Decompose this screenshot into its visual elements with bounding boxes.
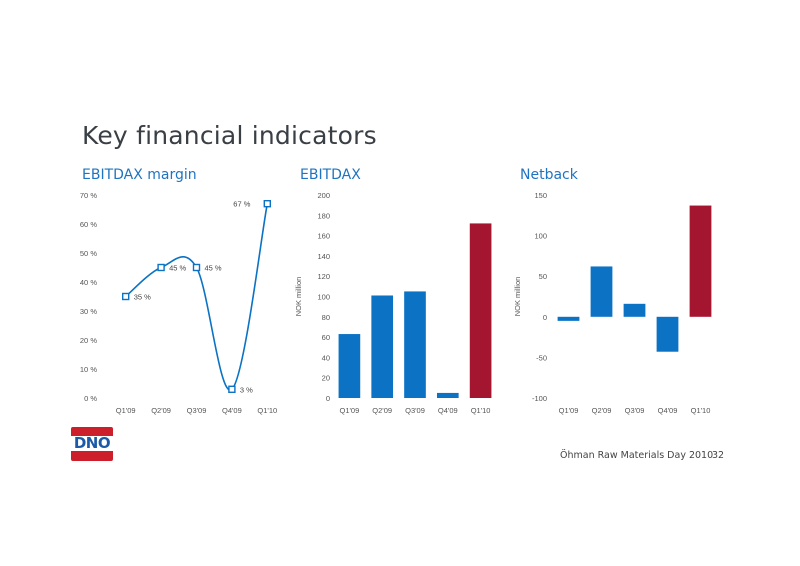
footer-text: Öhman Raw Materials Day 2010 bbox=[560, 450, 714, 461]
data-label: 45 % bbox=[169, 264, 186, 273]
chart-title-ebitdax: EBITDAX bbox=[300, 167, 361, 183]
dno-logo: DNO bbox=[71, 427, 113, 461]
x-tick-label: Q4'09 bbox=[438, 406, 458, 415]
y-tick-label: 180 bbox=[317, 211, 330, 220]
y-tick-label: 150 bbox=[534, 191, 547, 200]
x-tick-label: Q1'09 bbox=[559, 406, 579, 415]
y-tick-label: 60 % bbox=[80, 220, 97, 229]
data-point bbox=[157, 263, 165, 272]
page-title: Key financial indicators bbox=[82, 121, 377, 150]
bar bbox=[371, 295, 394, 398]
bar bbox=[623, 303, 646, 317]
bar bbox=[557, 316, 580, 321]
y-tick-label: 50 bbox=[539, 272, 547, 281]
x-tick-label: Q1'09 bbox=[340, 406, 360, 415]
bar bbox=[689, 205, 712, 317]
y-tick-label: 40 bbox=[322, 353, 330, 362]
bar bbox=[404, 291, 426, 398]
y-tick-label: 200 bbox=[317, 191, 330, 200]
x-tick-label: Q2'09 bbox=[151, 406, 171, 415]
y-tick-label: -100 bbox=[532, 394, 547, 403]
chart-title-netback: Netback bbox=[520, 167, 578, 183]
y-tick-label: 0 % bbox=[84, 394, 97, 403]
data-point bbox=[121, 292, 130, 301]
x-tick-label: Q4'09 bbox=[658, 406, 678, 415]
data-point bbox=[228, 385, 236, 393]
data-label: 45 % bbox=[205, 264, 222, 273]
y-tick-label: 30 % bbox=[80, 307, 97, 316]
x-tick-label: Q2'09 bbox=[372, 406, 392, 415]
x-tick-label: Q4'09 bbox=[222, 406, 242, 415]
x-tick-label: Q3'09 bbox=[625, 406, 645, 415]
data-label: 67 % bbox=[233, 200, 250, 209]
x-tick-label: Q3'09 bbox=[405, 406, 425, 415]
data-label: 35 % bbox=[134, 293, 151, 302]
chart-title-ebitdax-margin: EBITDAX margin bbox=[82, 167, 197, 183]
bar bbox=[590, 266, 613, 317]
data-label: 3 % bbox=[240, 385, 253, 394]
y-tick-label: 10 % bbox=[80, 365, 97, 374]
bar bbox=[338, 334, 361, 398]
y-tick-label: 140 bbox=[317, 252, 330, 261]
bar bbox=[436, 392, 459, 398]
y-tick-label: 100 bbox=[317, 293, 330, 302]
x-tick-label: Q1'10 bbox=[257, 406, 277, 415]
y-tick-label: 120 bbox=[317, 272, 330, 281]
bar bbox=[469, 223, 492, 398]
x-tick-label: Q2'09 bbox=[592, 406, 612, 415]
y-tick-label: 60 bbox=[322, 333, 330, 342]
y-tick-label: 40 % bbox=[80, 278, 97, 287]
y-tick-label: 50 % bbox=[80, 249, 97, 258]
y-tick-label: 20 % bbox=[80, 336, 97, 345]
logo-text: DNO bbox=[73, 434, 111, 452]
y-tick-label: 100 bbox=[534, 232, 547, 241]
y-tick-label: 70 % bbox=[80, 191, 97, 200]
y-tick-label: 0 bbox=[326, 394, 330, 403]
y-tick-label: 20 bbox=[322, 374, 330, 383]
data-point bbox=[192, 263, 201, 272]
page-number: 32 bbox=[712, 450, 725, 461]
y-axis-label: NOK million bbox=[513, 277, 522, 317]
x-tick-label: Q1'09 bbox=[116, 406, 136, 415]
bar bbox=[656, 316, 679, 352]
y-tick-label: 0 bbox=[543, 313, 547, 322]
x-tick-label: Q3'09 bbox=[187, 406, 207, 415]
x-tick-label: Q1'10 bbox=[691, 406, 711, 415]
y-tick-label: 160 bbox=[317, 232, 330, 241]
data-point bbox=[263, 199, 271, 208]
y-tick-label: -50 bbox=[536, 353, 547, 362]
y-axis-label: NOK million bbox=[294, 277, 303, 317]
x-tick-label: Q1'10 bbox=[471, 406, 491, 415]
y-tick-label: 80 bbox=[322, 313, 330, 322]
